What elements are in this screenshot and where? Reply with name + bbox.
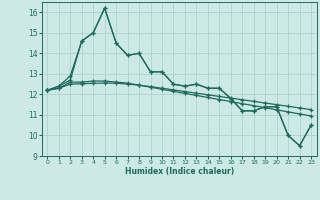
X-axis label: Humidex (Indice chaleur): Humidex (Indice chaleur) bbox=[124, 167, 234, 176]
